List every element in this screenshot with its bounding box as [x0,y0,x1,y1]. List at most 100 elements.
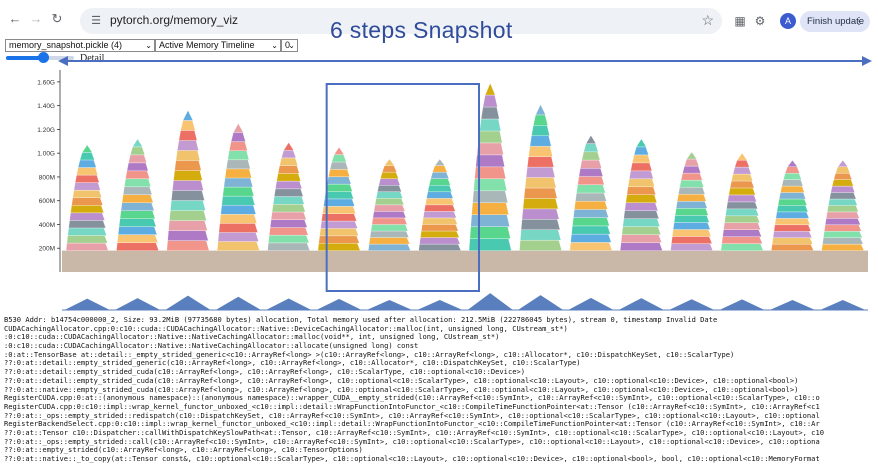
memory-spike-band [523,187,558,199]
log-line: :0:c10::cuda::CUDACachingAllocator::Nati… [4,342,419,351]
chevron-down-icon: ⌄ [271,41,278,50]
log-line: :0:at::TensorBase at::detail::_empty_str… [4,350,735,359]
log-line: RegisterCUDA.cpp:0:at::(anonymous namesp… [4,394,820,403]
memory-spike-band [787,160,798,167]
bookmark-star-icon[interactable]: ☆ [701,12,714,28]
memory-spike-band [117,226,158,235]
memory-spike-band [734,159,750,168]
memory-spike-band [271,204,306,213]
memory-spike-band [326,176,352,185]
extensions-icon[interactable]: ⚙ [754,14,766,28]
memory-spike-band [570,233,612,243]
view-select[interactable]: Active Memory Timeline ⌄ [155,39,281,52]
memory-spike-band [833,173,853,180]
detail-slider-fill [6,56,44,60]
memory-spike-band [479,118,501,132]
memory-spike-band [276,173,301,182]
memory-spike-band [581,151,601,161]
snapshot-select[interactable]: memory_snapshot.pickle (4) ⌄ [5,39,155,52]
detail-slider-thumb[interactable] [38,52,50,63]
memory-spike-band [831,179,854,187]
overview-spike [417,299,463,310]
memory-spike-band [268,235,310,244]
memory-spike-band [275,180,303,189]
memory-spike-band [678,187,706,195]
translate-icon[interactable]: ▦ [734,14,746,28]
memory-spike-band [784,166,800,174]
memory-spike-band [167,230,209,241]
memory-spike-band [72,190,102,198]
memory-spike-band [421,224,459,232]
memory-spike-band [434,158,446,166]
log-line: B530 Addr: b14754c000000_2, Size: 93.2Mi… [4,316,718,324]
memory-spike-band [166,240,210,251]
memory-spike-band [168,220,208,231]
memory-spike-band [682,165,701,174]
memory-spike-band [432,165,448,173]
reload-icon[interactable]: ↻ [51,11,63,26]
memory-spike-band [781,179,804,187]
memory-spike-band [520,219,561,230]
memory-spike-band [528,146,553,157]
profile-avatar[interactable]: A [780,13,796,29]
baseline-area [62,250,868,272]
memory-spike-band [323,198,355,207]
memory-spike-band [178,130,198,141]
memory-spike-band [368,237,410,245]
device-select[interactable]: 0 ⌄ [281,39,298,52]
memory-spike-band [174,160,202,171]
memory-spike-band [571,225,611,235]
overview-spike [769,300,816,310]
overview-spike [719,299,765,310]
memory-spike-band [372,211,407,219]
memory-spike-band [217,232,259,242]
memory-spike-band [130,146,146,156]
memory-spike-band [132,138,143,148]
memory-spike-band [177,140,199,151]
memory-spike-band [279,157,298,166]
memory-spike-band [573,209,609,218]
memory-spike-band [629,170,654,179]
memory-spike-band [328,169,350,177]
step-highlight-box [325,83,480,292]
arrow-right-icon[interactable]: → [29,11,43,26]
address-bar[interactable]: ☰ pytorch.org/memory_viz ☆ [80,8,722,34]
memory-spike-band [384,158,395,166]
url-text: pytorch.org/memory_viz [110,13,239,27]
memory-spike-band [633,146,649,156]
log-line: ??:0:at::Tensor c10::Dispatcher::callWit… [4,428,824,437]
memory-spike-band [281,150,297,159]
memory-spike-band [524,177,557,189]
detail-arrow [58,56,872,66]
log-line: CUDACachingAllocator.cpp:0:c10::cuda::CU… [4,324,568,333]
memory-spike-band [79,152,95,161]
memory-spike-band [223,177,253,188]
memory-spike-band [180,120,196,131]
memory-spike-band [224,168,252,179]
memory-spike-band [69,212,105,221]
arrow-left-icon[interactable]: ← [8,11,22,26]
memory-spike-band [777,198,808,206]
memory-spike-band [471,202,509,215]
overview-spike [669,299,715,310]
memory-spike-band [430,172,450,179]
memory-spike-band [619,242,663,251]
site-settings-icon[interactable]: ☰ [91,15,101,27]
memory-spike-band [329,161,349,170]
log-line: ??:0:at::empty_strided(c10::ArrayRef<lon… [4,446,363,455]
memory-spike-band [680,172,703,181]
finish-update-button[interactable]: Finish update ⋮ [800,11,870,32]
memory-spike-band [827,205,859,213]
memory-spike-band [218,223,258,233]
y-tick-label: 1.60G [37,79,55,86]
memory-spike-band [375,191,403,199]
arrow-right-head-icon [862,56,872,66]
memory-spike-band [621,226,661,235]
log-line: ??:0:at::detail::empty_strided_cuda(c10:… [4,376,799,385]
memory-spike-band [331,154,347,163]
memory-spike-band [267,242,311,251]
memory-spike-band [277,165,300,174]
memory-spike-band [630,162,653,171]
memory-spike-band [475,154,505,167]
memory-spike-band [572,217,610,227]
